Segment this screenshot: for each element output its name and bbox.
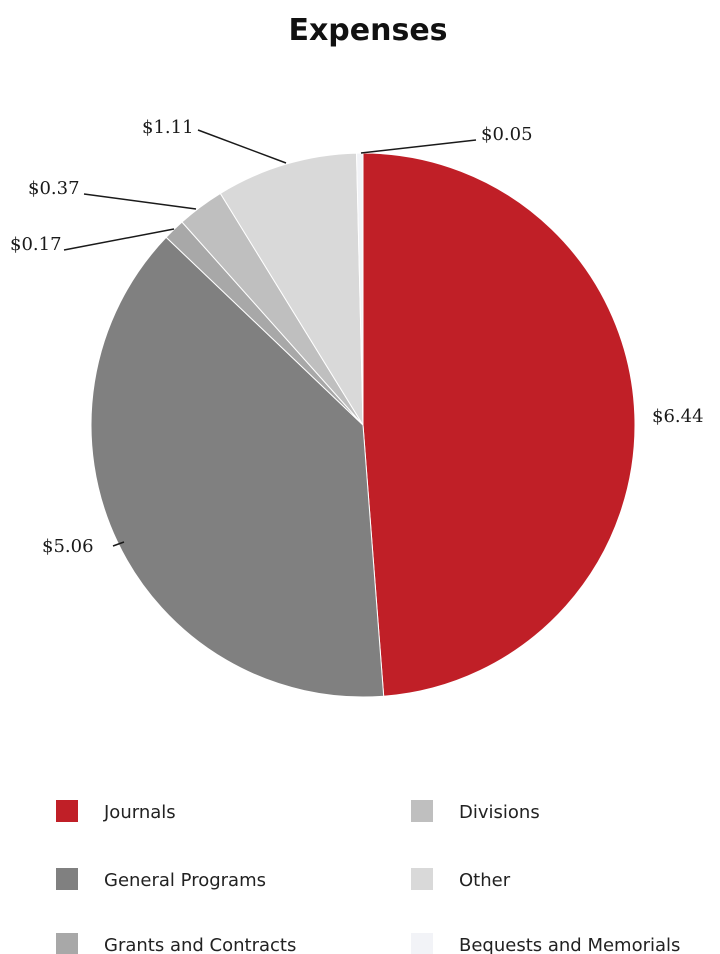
legend-label: Journals bbox=[103, 802, 176, 823]
data-label-other: $1.11 bbox=[142, 117, 194, 138]
legend-label: General Programs bbox=[104, 870, 266, 891]
chart-legend: Journals General Programs Grants and Contr… bbox=[56, 800, 680, 954]
legend-label: Bequests and Memorials bbox=[459, 935, 680, 954]
legend-item-bequests-and-memorials: Bequests and Memorials bbox=[411, 933, 680, 954]
pie-slice-journals bbox=[362, 152, 636, 697]
data-label-grants-and-contracts: $0.17 bbox=[10, 234, 62, 255]
leader-line-bequests-and-memorials bbox=[360, 139, 477, 154]
leader-line-divisions bbox=[83, 193, 197, 210]
legend-swatch bbox=[411, 800, 433, 822]
leader-line-grants-and-contracts bbox=[63, 228, 175, 251]
pie-slice-general-programs bbox=[90, 236, 385, 698]
legend-item-divisions: Divisions bbox=[411, 800, 540, 823]
legend-item-journals: Journals bbox=[56, 800, 176, 823]
legend-swatch bbox=[56, 800, 78, 822]
legend-swatch bbox=[56, 868, 78, 890]
legend-item-general-programs: General Programs bbox=[56, 868, 266, 891]
data-label-general-programs: $5.06 bbox=[42, 536, 94, 557]
legend-swatch bbox=[411, 933, 433, 954]
data-label-journals: $6.44 bbox=[652, 406, 704, 427]
legend-label: Grants and Contracts bbox=[104, 935, 296, 954]
legend-label: Divisions bbox=[459, 802, 540, 823]
leader-line-general-programs bbox=[112, 541, 125, 547]
legend-item-grants-and-contracts: Grants and Contracts bbox=[56, 933, 296, 954]
data-label-bequests-and-memorials: $0.05 bbox=[481, 124, 533, 145]
legend-item-other: Other bbox=[411, 868, 511, 891]
chart-title: Expenses bbox=[288, 13, 447, 48]
leader-line-other bbox=[197, 129, 287, 164]
legend-swatch bbox=[56, 933, 78, 954]
pie-slice-other bbox=[219, 152, 364, 427]
pie-data-labels: $6.44 $5.06 $0.17 $0.37 $1.11 $0.05 bbox=[10, 117, 704, 557]
data-label-divisions: $0.37 bbox=[28, 178, 80, 199]
legend-swatch bbox=[411, 868, 433, 890]
pie-slices bbox=[90, 152, 636, 698]
legend-label: Other bbox=[459, 870, 511, 891]
